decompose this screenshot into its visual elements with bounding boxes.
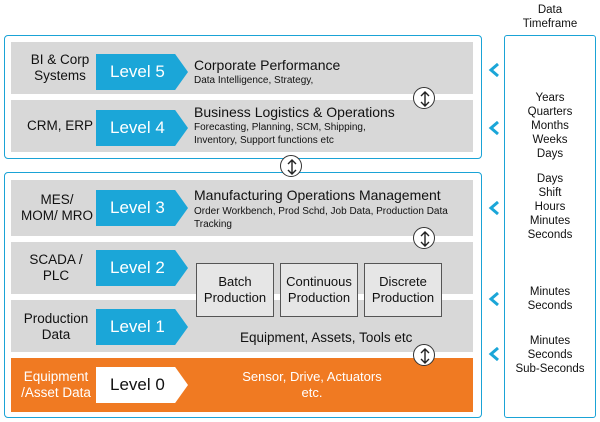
level-1-tag: Level 1	[96, 309, 188, 345]
chevron-left-icon	[488, 121, 499, 135]
timeframe-header: Data Timeframe	[504, 3, 596, 31]
level-4-band	[11, 100, 473, 152]
level-4-title: Business Logistics & Operations	[194, 104, 395, 120]
continuous-production-box: Continuous Production	[280, 263, 358, 317]
timeframe-operations: Days Shift Hours Minutes Seconds	[527, 173, 573, 241]
level-5-title: Corporate Performance	[194, 57, 341, 73]
timeframe-enterprise: Years Quarters Months Weeks Days	[527, 92, 573, 160]
timeframe-header-line2: Timeframe	[522, 18, 578, 30]
level-3-detail: Order Workbench, Prod Schd, Job Data, Pr…	[194, 206, 448, 230]
level-0-system-label: Equipment /Asset Data	[21, 369, 91, 400]
level-3-system-label: MES/ MOM/ MRO	[21, 192, 93, 223]
timeframe-column	[504, 35, 596, 418]
level-4-detail: Forecasting, Planning, SCM, Shipping, In…	[194, 122, 366, 146]
level-0-tag: Level 0	[96, 367, 188, 403]
chevron-left-icon	[488, 201, 499, 215]
timeframe-header-line1: Data	[537, 4, 563, 16]
level-2-tag: Level 2	[96, 250, 188, 286]
level-3-title: Manufacturing Operations Management	[194, 187, 441, 203]
level-0-detail: Sensor, Drive, Actuators etc.	[242, 369, 382, 400]
chevron-left-icon	[488, 63, 499, 77]
level-3-band	[11, 180, 473, 236]
level-5-band	[11, 42, 473, 94]
updown-arrow-icon	[413, 87, 435, 109]
level-3-tag: Level 3	[96, 190, 188, 226]
updown-arrow-icon	[280, 155, 302, 177]
level-2-system-label: SCADA / PLC	[29, 252, 83, 283]
level-4-tag: Level 4	[96, 110, 188, 146]
updown-arrow-icon	[413, 227, 435, 249]
chevron-left-icon	[488, 292, 499, 306]
discrete-production-box: Discrete Production	[364, 263, 442, 317]
timeframe-field: Minutes Seconds Sub-Seconds	[515, 335, 585, 375]
level-5-system-label: BI & Corp Systems	[30, 52, 90, 83]
level-1-detail: Equipment, Assets, Tools etc	[240, 330, 413, 345]
level-5-tag: Level 5	[96, 54, 188, 90]
chevron-left-icon	[488, 347, 499, 361]
level-4-system-label: CRM, ERP	[26, 118, 93, 133]
level-5-detail: Data Intelligence, Strategy,	[194, 75, 314, 86]
level-1-system-label: Production Data	[23, 311, 89, 342]
batch-production-box: Batch Production	[196, 263, 274, 317]
timeframe-control: Minutes Seconds	[527, 286, 573, 312]
updown-arrow-icon	[413, 344, 435, 366]
level-0-band	[11, 358, 473, 412]
